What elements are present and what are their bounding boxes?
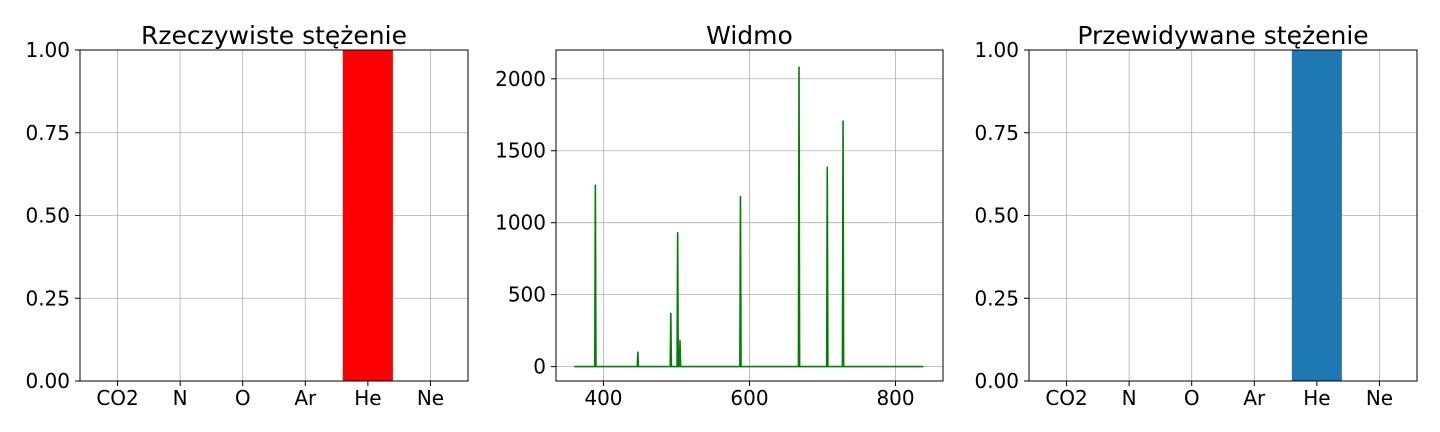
spectrum-peak	[842, 120, 844, 123]
y-tick-label: 0.75	[25, 121, 70, 145]
x-axis: CO2 N O Ar He Ne	[1045, 381, 1393, 410]
spectrum-peak	[798, 66, 800, 69]
spectrum-peak	[676, 231, 679, 234]
x-tick-label: CO2	[1045, 386, 1087, 410]
x-tick-label: Ne	[417, 386, 444, 410]
x-tick-label: CO2	[96, 386, 138, 410]
spectrum-peak	[669, 312, 672, 315]
x-tick-label: He	[1303, 386, 1330, 410]
y-tick-label: 1.00	[974, 38, 1019, 62]
x-tick-label: O	[235, 386, 251, 410]
spectrum-line	[574, 67, 924, 368]
y-tick-label: 0.00	[974, 369, 1019, 393]
y-tick-label: 0.50	[25, 204, 70, 228]
y-tick-label: 1000	[495, 211, 546, 235]
y-tick-label: 1.00	[25, 38, 70, 62]
y-tick-label: 0.75	[974, 121, 1019, 145]
chart-title: Przewidywane stężenie	[1077, 21, 1368, 50]
bar-he	[1291, 50, 1342, 381]
x-tick-label: Ne	[1366, 386, 1393, 410]
chart-title: Rzeczywiste stężenie	[141, 21, 407, 50]
spectrum-peak	[637, 351, 639, 354]
y-tick-label: 0.25	[25, 286, 70, 310]
x-tick-label: O	[1184, 386, 1200, 410]
y-tick-label: 0	[533, 355, 546, 379]
grid	[556, 50, 943, 381]
x-tick-label: 800	[876, 386, 914, 410]
grid	[80, 49, 468, 382]
y-axis: 0 500 1000 1500 2000	[495, 67, 556, 379]
bars	[1291, 50, 1342, 381]
spectrum-chart: 400 600 800 0 500 1000 1500 2000 Widmo	[495, 21, 944, 410]
y-tick-label: 1500	[495, 139, 546, 163]
spectrum-peak	[826, 166, 829, 169]
y-tick-label: 0.50	[974, 204, 1019, 228]
y-tick-label: 2000	[495, 67, 546, 91]
x-axis: 400 600 800	[584, 381, 915, 410]
y-tick-label: 500	[508, 283, 546, 307]
x-axis: CO2 N O Ar He Ne	[96, 381, 444, 410]
x-tick-label: Ar	[1243, 386, 1266, 410]
x-tick-label: 600	[730, 386, 768, 410]
y-tick-label: 0.25	[974, 286, 1019, 310]
x-tick-label: N	[173, 386, 188, 410]
bar-he	[342, 50, 393, 381]
spectrum-line-layer	[574, 66, 924, 368]
x-tick-label: N	[1122, 386, 1137, 410]
spectrum-peak	[739, 195, 742, 198]
y-axis: 0.00 0.25 0.50 0.75 1.00	[25, 38, 80, 393]
spectrum-peak	[679, 339, 681, 342]
bars	[342, 50, 393, 381]
y-axis: 0.00 0.25 0.50 0.75 1.00	[974, 38, 1029, 393]
chart-title: Widmo	[706, 21, 793, 50]
spectrum-peak	[594, 184, 597, 187]
grid	[1029, 49, 1417, 382]
y-tick-label: 0.00	[25, 369, 70, 393]
predicted-concentration-chart: CO2 N O Ar He Ne 0.00 0.25 0.50 0.75 1.00 Przewid…	[974, 21, 1418, 410]
x-tick-label: He	[354, 386, 381, 410]
x-tick-label: 400	[584, 386, 622, 410]
real-concentration-chart: CO2 N O Ar He Ne 0.00 0.25 0.50 0.75 1.00 Rzeczyw…	[25, 21, 469, 410]
x-tick-label: Ar	[294, 386, 317, 410]
